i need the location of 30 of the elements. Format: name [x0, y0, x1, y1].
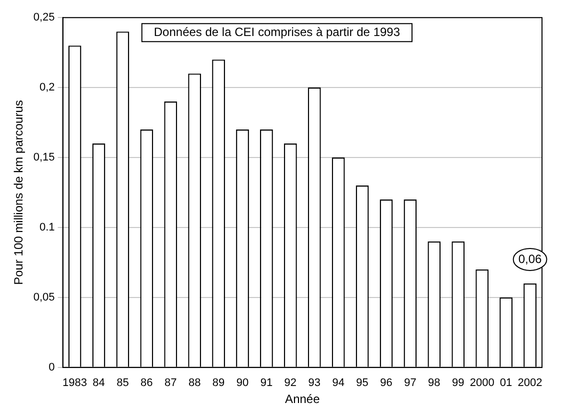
y-tick-label: 0.1 — [40, 222, 55, 234]
x-axis-title: Année — [285, 392, 320, 406]
x-tick-label: 92 — [284, 377, 297, 390]
x-tick-label: 99 — [452, 377, 464, 390]
x-tick-label: 96 — [380, 377, 392, 390]
x-tick-label: 88 — [188, 377, 201, 390]
x-tick-label: 87 — [164, 377, 177, 390]
x-tick-label: 84 — [92, 377, 105, 390]
x-tick-label: 98 — [428, 377, 440, 390]
x-tick-label: 2002 — [518, 377, 542, 390]
x-tick-label: 86 — [140, 377, 153, 390]
x-tick-label: 97 — [404, 377, 416, 390]
x-tick-label: 2000 — [470, 377, 494, 390]
x-tick-label: 89 — [212, 377, 225, 390]
x-tick-label: 90 — [236, 377, 249, 390]
y-tick-label: 0,15 — [33, 152, 55, 164]
x-tick-label: 94 — [332, 377, 344, 390]
annotation: Données de la CEI comprises à partir de 1993 — [154, 24, 400, 39]
x-tick-label: 95 — [356, 377, 368, 390]
y-tick-label: 0 — [48, 361, 55, 374]
y-axis-title: Pour 100 millions de km parcourus — [12, 100, 26, 285]
x-tick-label: 93 — [308, 377, 321, 390]
x-tick-label: 01 — [500, 377, 512, 390]
y-tick-label: 0,05 — [33, 291, 55, 304]
x-tick-label: 85 — [116, 377, 129, 390]
x-tick-label: 1983 — [62, 377, 88, 390]
annotation: 0,06 — [518, 252, 542, 266]
y-tick-label: 0,2 — [40, 82, 55, 94]
x-tick-label: 91 — [260, 377, 273, 390]
y-tick-label: 0,25 — [33, 12, 55, 24]
